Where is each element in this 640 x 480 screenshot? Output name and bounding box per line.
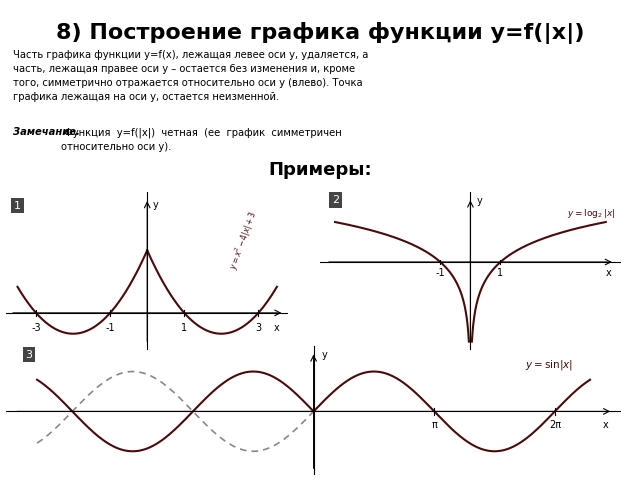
Text: 1: 1: [14, 201, 21, 211]
Text: $y=x^2-4|x|+3$: $y=x^2-4|x|+3$: [226, 208, 261, 272]
Text: y: y: [476, 196, 482, 206]
Text: Примеры:: Примеры:: [268, 161, 372, 179]
Text: 3: 3: [26, 349, 33, 360]
Text: $y=\log_2|x|$: $y=\log_2|x|$: [566, 207, 615, 220]
Text: 3: 3: [255, 324, 261, 333]
Text: 1: 1: [181, 324, 188, 333]
Text: x: x: [603, 420, 608, 430]
Text: Функция  y=f(|x|)  четная  (ее  график  симметричен
относительно оси у).: Функция y=f(|x|) четная (ее график симме…: [61, 127, 342, 152]
Text: y: y: [153, 200, 159, 209]
Text: 8) Построение графика функции y=f(|x|): 8) Построение графика функции y=f(|x|): [56, 22, 584, 44]
Text: 2: 2: [332, 195, 339, 205]
Text: -1: -1: [106, 324, 115, 333]
Text: π: π: [431, 420, 437, 430]
Text: y: y: [321, 350, 327, 360]
Text: 1: 1: [497, 268, 504, 278]
Text: x: x: [606, 268, 612, 278]
Text: x: x: [274, 324, 280, 333]
Text: Часть графика функции y=f(x), лежащая левее оси y, удаляется, а
часть, лежащая п: Часть графика функции y=f(x), лежащая ле…: [13, 50, 368, 102]
Text: 2π: 2π: [549, 420, 561, 430]
Text: -3: -3: [31, 324, 41, 333]
Text: $y = \sin|x|$: $y = \sin|x|$: [525, 358, 573, 372]
Text: -1: -1: [435, 268, 445, 278]
Text: Замечание.: Замечание.: [13, 127, 79, 137]
